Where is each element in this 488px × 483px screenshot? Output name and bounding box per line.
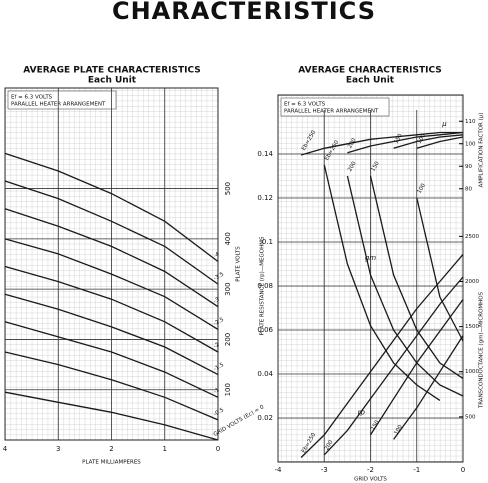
series-line (346, 175, 464, 397)
y-tick-label: 0.1 (262, 238, 273, 246)
y-tick-label: 500 (224, 182, 232, 195)
note-box (7, 90, 117, 110)
y3-axis-label: AMPLIFICATION FACTOR (μ) (479, 113, 485, 188)
y2-tick-label: 500 (465, 414, 476, 420)
x-tick-label: 4 (3, 445, 8, 453)
chart-title: AVERAGE CHARACTERISTICS (298, 66, 441, 76)
series-line (323, 164, 441, 401)
chart-title: AVERAGE PLATE CHARACTERISTICS (23, 66, 200, 76)
series-line (347, 131, 464, 154)
series-line (393, 335, 464, 440)
y-tick-label: 100 (224, 383, 232, 396)
series-label: -3.5 (213, 271, 226, 282)
x-tick-label: -3 (321, 466, 328, 474)
y3-tick-label: 100 (465, 141, 476, 147)
series-line (4, 208, 219, 308)
x-tick-label: -4 (275, 466, 283, 474)
y3-tick-label: 110 (465, 119, 476, 125)
series-label: 150 (370, 160, 381, 173)
x-axis-label: GRID VOLTS (354, 477, 387, 483)
series-label: 150 (393, 132, 404, 145)
x-tick-label: -1 (413, 466, 420, 474)
series-line (4, 321, 219, 398)
annotation: rp (358, 409, 366, 417)
series-label: -1.5 (213, 362, 226, 373)
series-label: 150 (370, 419, 381, 432)
y-tick-label: 0.02 (257, 414, 273, 422)
page-title: CHARACTERISTICS (112, 0, 376, 25)
series-line (323, 276, 464, 456)
y-tick-label: 300 (224, 282, 232, 295)
note-box (280, 97, 390, 117)
series-label: -4 (213, 251, 221, 259)
chart-subtitle: Each Unit (346, 76, 395, 86)
y2-tick-label: 2500 (465, 234, 479, 240)
y-tick-label: 0.12 (257, 194, 273, 202)
x-tick-label: 0 (216, 445, 220, 453)
y-tick-label: 0.04 (257, 370, 273, 378)
y-axis-label: PLATE RESISTANCE (rp)—MEGOHMS (260, 236, 266, 335)
series-line (300, 131, 463, 156)
x-tick-label: 2 (109, 445, 113, 453)
series-line (369, 299, 464, 436)
series-line (369, 175, 464, 379)
y2-tick-label: 1000 (465, 369, 479, 375)
series-line (4, 391, 219, 441)
y3-tick-label: 80 (465, 186, 472, 192)
series-line (416, 197, 464, 342)
series-label: 100 (417, 182, 428, 195)
series-label: -0.5 (213, 407, 226, 418)
x-tick-label: -2 (367, 466, 374, 474)
annotation: μ (441, 120, 447, 128)
y2-axis-label: TRANSCONDUCTANCE (gm)—MICROMHOS (479, 291, 485, 409)
series-label: -3 (213, 297, 221, 305)
y-tick-label: 0.14 (257, 150, 273, 158)
y-tick-label: 0.08 (257, 282, 273, 290)
series-line (4, 351, 219, 421)
y-tick-label: 0.06 (257, 326, 273, 334)
series-label: -2.5 (213, 317, 226, 328)
y2-tick-label: 2000 (465, 279, 479, 285)
y-axis-label: PLATE VOLTS (236, 246, 242, 282)
x-tick-label: 3 (56, 445, 60, 453)
series-label: 200 (347, 160, 358, 173)
series-line (4, 180, 219, 285)
series-label: -1 (213, 387, 221, 395)
y2-tick-label: 1500 (465, 324, 479, 330)
annotation: gm (365, 254, 376, 262)
series-label: 200 (324, 439, 335, 452)
series-label: 200 (347, 137, 358, 150)
series-line (4, 238, 219, 330)
series-line (4, 152, 219, 263)
series-line (416, 136, 464, 149)
series-label: 100 (393, 424, 404, 437)
note: PARALLEL HEATER ARRANGEMENT (284, 109, 379, 115)
x-axis-label: PLATE MILLIAMPERES (82, 460, 141, 466)
chart-subtitle: Each Unit (88, 76, 137, 86)
series-line (4, 293, 219, 376)
series-line (4, 265, 219, 353)
x-tick-label: 1 (163, 445, 167, 453)
x-tick-label: 0 (461, 466, 465, 474)
series-label: 100 (417, 132, 428, 145)
series-line (300, 253, 464, 458)
series-label: -2 (213, 342, 221, 350)
note: Ef = 6.3 VOLTS (284, 102, 326, 108)
y-tick-label: 400 (224, 232, 232, 245)
y-tick-label: 200 (224, 333, 232, 346)
note: Ef = 6.3 VOLTS (11, 95, 53, 101)
series-line (393, 134, 464, 149)
y3-tick-label: 90 (465, 164, 472, 170)
